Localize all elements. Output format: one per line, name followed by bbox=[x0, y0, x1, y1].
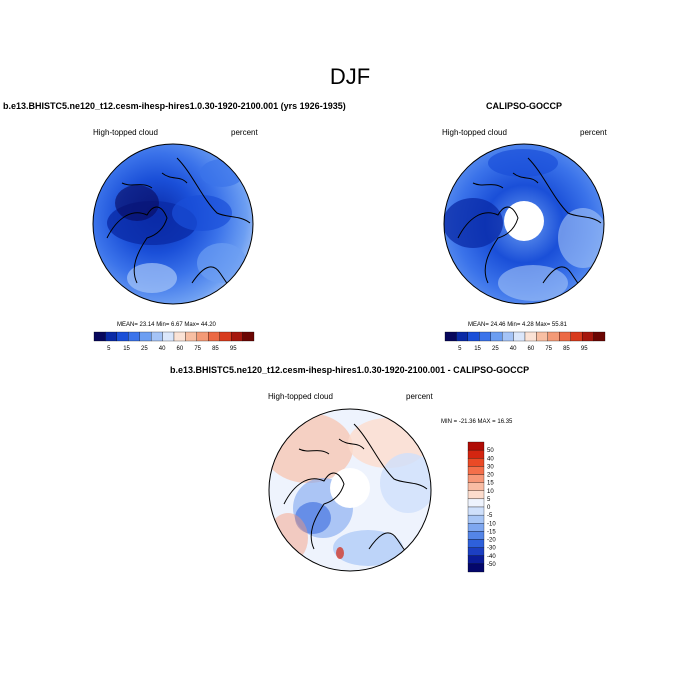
colorbar-swatch bbox=[467, 563, 485, 573]
colorbar-tick-label: -10 bbox=[487, 521, 496, 527]
panel-2-units-label: percent bbox=[580, 128, 607, 137]
colorbar-swatch bbox=[467, 474, 485, 483]
panel-1-stats: MEAN= 23.14 Min= 6.67 Max= 44.20 bbox=[117, 322, 216, 328]
colorbar-swatch bbox=[467, 531, 485, 540]
page-title: DJF bbox=[329, 64, 371, 89]
panel-3-variable-label: High-topped cloud bbox=[268, 392, 333, 401]
colorbar-swatch bbox=[128, 331, 140, 342]
panel-2-colorbar: 5 15 25 40 60 75 85 95 bbox=[444, 331, 606, 352]
colorbar-swatch bbox=[219, 331, 232, 342]
colorbar-swatch bbox=[467, 441, 485, 451]
colorbar-tick-label: 40 bbox=[510, 346, 517, 352]
panel-1-colorbar: 5 15 25 40 60 75 85 95 bbox=[93, 331, 255, 352]
colorbar-tick-label: 5 bbox=[107, 346, 111, 352]
panel-2-variable-label: High-topped cloud bbox=[442, 128, 507, 137]
colorbar-swatch bbox=[93, 331, 106, 342]
colorbar-tick-label: 95 bbox=[230, 346, 237, 352]
colorbar-swatch bbox=[513, 331, 526, 342]
colorbar-swatch bbox=[467, 514, 485, 524]
colorbar-swatch bbox=[467, 449, 485, 459]
panel-1-title: b.e13.BHISTC5.ne120_t12.cesm-ihesp-hires… bbox=[3, 101, 346, 111]
colorbar-swatch bbox=[173, 331, 186, 342]
colorbar-tick-label: 75 bbox=[194, 346, 201, 352]
panel-1-units-label: percent bbox=[231, 128, 258, 137]
colorbar-tick-label: 5 bbox=[487, 497, 491, 503]
colorbar-swatch bbox=[479, 331, 491, 342]
colorbar-swatch bbox=[185, 331, 198, 342]
colorbar-swatch bbox=[467, 482, 485, 491]
colorbar-tick-label: 10 bbox=[487, 489, 494, 495]
colorbar-tick-label: -40 bbox=[487, 554, 496, 560]
panel-1-polar-map bbox=[92, 143, 254, 305]
colorbar-tick-label: 0 bbox=[487, 505, 491, 511]
colorbar-tick-label: 15 bbox=[474, 346, 481, 352]
colorbar-swatch bbox=[208, 331, 220, 342]
colorbar-tick-label: -30 bbox=[487, 546, 496, 552]
panel-3-units-label: percent bbox=[406, 392, 433, 401]
colorbar-tick-label: 5 bbox=[458, 346, 462, 352]
colorbar-swatch bbox=[242, 331, 255, 342]
panel-2-title: CALIPSO-GOCCP bbox=[486, 101, 563, 111]
colorbar-swatch bbox=[501, 331, 514, 342]
colorbar-tick-label: -50 bbox=[487, 562, 496, 568]
colorbar-tick-label: 60 bbox=[177, 346, 184, 352]
colorbar-tick-label: -5 bbox=[487, 513, 493, 519]
colorbar-swatch bbox=[105, 331, 118, 342]
panel-3-polar-map bbox=[268, 408, 432, 572]
colorbar-swatch bbox=[467, 523, 485, 532]
colorbar-swatch bbox=[444, 331, 457, 342]
colorbar-tick-label: 60 bbox=[528, 346, 535, 352]
colorbar-swatch bbox=[230, 331, 243, 342]
colorbar-swatch bbox=[524, 331, 537, 342]
colorbar-tick-label: 25 bbox=[141, 346, 148, 352]
colorbar-tick-label: 75 bbox=[545, 346, 552, 352]
colorbar-swatch bbox=[116, 331, 129, 342]
colorbar-swatch bbox=[139, 331, 152, 342]
colorbar-tick-label: 50 bbox=[487, 448, 494, 454]
colorbar-swatch bbox=[467, 331, 480, 342]
panel-2-polar-map bbox=[443, 143, 605, 305]
colorbar-swatch bbox=[536, 331, 549, 342]
colorbar-tick-label: -20 bbox=[487, 538, 496, 544]
colorbar-tick-label: 85 bbox=[563, 346, 570, 352]
colorbar-swatch bbox=[467, 555, 485, 565]
colorbar-tick-label: 40 bbox=[159, 346, 166, 352]
colorbar-swatch bbox=[490, 331, 503, 342]
colorbar-swatch bbox=[547, 331, 560, 342]
colorbar-swatch bbox=[559, 331, 571, 342]
colorbar-swatch bbox=[467, 458, 485, 467]
colorbar-tick-label: 30 bbox=[487, 464, 494, 470]
colorbar-tick-label: 85 bbox=[212, 346, 219, 352]
panel-2-stats: MEAN= 24.46 Min= 4.28 Max= 55.81 bbox=[468, 322, 567, 328]
colorbar-swatch bbox=[150, 331, 163, 342]
panel-1-variable-label: High-topped cloud bbox=[93, 128, 158, 137]
colorbar-swatch bbox=[467, 547, 485, 556]
colorbar-tick-label: 15 bbox=[123, 346, 130, 352]
colorbar-swatch bbox=[570, 331, 583, 342]
panel-3-stats: MIN = -21.36 MAX = 16.35 bbox=[441, 419, 513, 425]
panel-3-title: b.e13.BHISTC5.ne120_t12.cesm-ihesp-hires… bbox=[170, 365, 530, 375]
colorbar-tick-label: -15 bbox=[487, 529, 496, 535]
colorbar-tick-label: 95 bbox=[581, 346, 588, 352]
colorbar-tick-label: 15 bbox=[487, 481, 494, 487]
colorbar-tick-label: 40 bbox=[487, 456, 494, 462]
colorbar-swatch bbox=[162, 331, 175, 342]
colorbar-swatch bbox=[467, 490, 485, 500]
colorbar-swatch bbox=[467, 498, 485, 508]
colorbar-swatch bbox=[467, 539, 485, 548]
colorbar-swatch bbox=[456, 331, 469, 342]
colorbar-swatch bbox=[581, 331, 594, 342]
colorbar-swatch bbox=[593, 331, 606, 342]
colorbar-swatch bbox=[196, 331, 209, 342]
colorbar-swatch bbox=[467, 506, 485, 516]
colorbar-tick-label: 25 bbox=[492, 346, 499, 352]
colorbar-swatch bbox=[467, 466, 485, 475]
colorbar-tick-label: 20 bbox=[487, 473, 494, 479]
